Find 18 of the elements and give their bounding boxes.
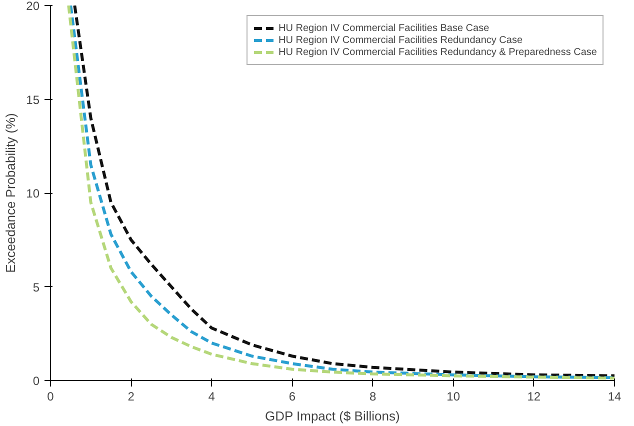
x-tick-label: 0 <box>47 390 54 404</box>
y-tick-label: 5 <box>32 280 40 294</box>
legend-label: HU Region IV Commercial Facilities Redundancy & Preparedness Case <box>278 46 597 58</box>
y-axis-title: Exceedance Probability (%) <box>3 113 18 273</box>
x-tick-label: 6 <box>288 390 296 404</box>
x-tick-label: 8 <box>369 390 376 404</box>
x-tick-label: 2 <box>128 390 135 404</box>
y-tick-label: 0 <box>32 374 40 388</box>
y-tick-label: 20 <box>26 0 40 13</box>
x-tick-label: 10 <box>446 390 460 404</box>
x-tick-label: 12 <box>527 390 541 404</box>
legend-label: HU Region IV Commercial Facilities Redundancy Case <box>278 34 522 46</box>
y-tick-label: 15 <box>26 92 40 107</box>
legend-label: HU Region IV Commercial Facilities Base Case <box>278 22 490 34</box>
x-tick-label: 14 <box>608 390 622 404</box>
y-tick-label: 10 <box>26 186 40 200</box>
x-tick-label: 4 <box>208 390 216 404</box>
x-axis-title: GDP Impact ($ Billions) <box>264 408 400 424</box>
